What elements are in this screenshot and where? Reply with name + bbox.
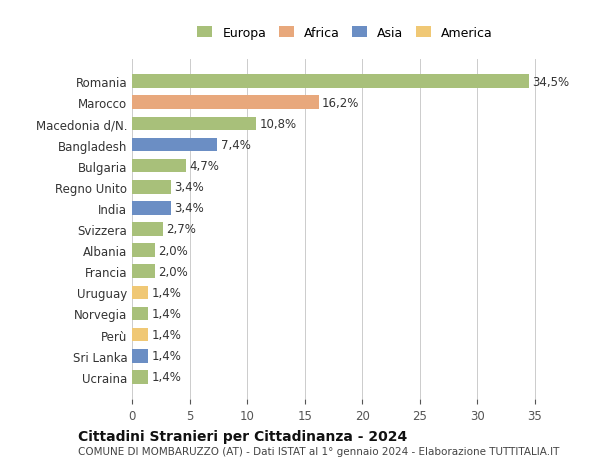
- Text: 7,4%: 7,4%: [221, 139, 251, 151]
- Bar: [132, 223, 163, 236]
- Bar: [132, 202, 171, 215]
- Text: 1,4%: 1,4%: [152, 370, 181, 384]
- Text: 10,8%: 10,8%: [260, 118, 297, 131]
- Bar: [132, 349, 148, 363]
- Bar: [132, 307, 148, 321]
- Bar: [132, 96, 319, 110]
- Text: 4,7%: 4,7%: [190, 160, 220, 173]
- Bar: [132, 328, 148, 342]
- Bar: [132, 138, 217, 152]
- Bar: [132, 265, 155, 279]
- Text: 3,4%: 3,4%: [175, 181, 205, 194]
- Text: 34,5%: 34,5%: [533, 75, 570, 89]
- Text: 1,4%: 1,4%: [152, 349, 181, 363]
- Bar: [132, 370, 148, 384]
- Legend: Europa, Africa, Asia, America: Europa, Africa, Asia, America: [193, 22, 497, 45]
- Text: 1,4%: 1,4%: [152, 286, 181, 299]
- Text: 2,0%: 2,0%: [158, 244, 188, 257]
- Text: 2,0%: 2,0%: [158, 265, 188, 278]
- Bar: [132, 75, 529, 89]
- Text: COMUNE DI MOMBARUZZO (AT) - Dati ISTAT al 1° gennaio 2024 - Elaborazione TUTTITA: COMUNE DI MOMBARUZZO (AT) - Dati ISTAT a…: [78, 446, 559, 456]
- Text: 1,4%: 1,4%: [152, 308, 181, 320]
- Text: 2,7%: 2,7%: [167, 223, 196, 236]
- Bar: [132, 244, 155, 257]
- Text: Cittadini Stranieri per Cittadinanza - 2024: Cittadini Stranieri per Cittadinanza - 2…: [78, 429, 407, 443]
- Text: 1,4%: 1,4%: [152, 328, 181, 341]
- Text: 16,2%: 16,2%: [322, 96, 359, 110]
- Text: 3,4%: 3,4%: [175, 202, 205, 215]
- Bar: [132, 159, 186, 173]
- Bar: [132, 180, 171, 194]
- Bar: [132, 117, 256, 131]
- Bar: [132, 286, 148, 300]
